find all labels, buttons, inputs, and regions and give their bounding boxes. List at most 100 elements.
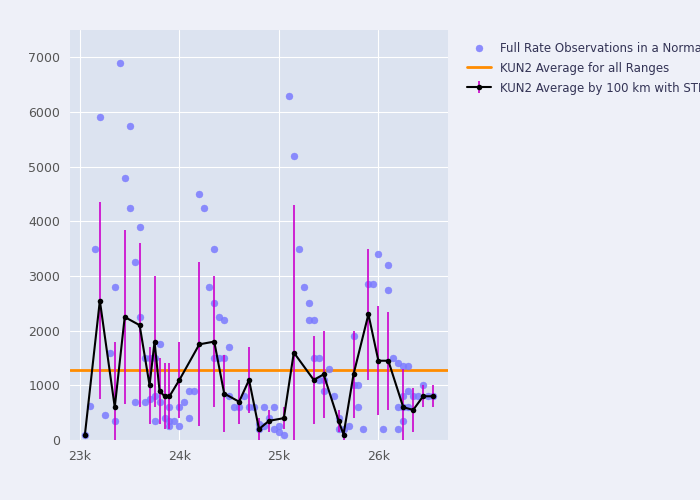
Full Rate Observations in a Normal Point — [209, 244, 220, 252]
Full Rate Observations in a Normal Point — [178, 398, 190, 406]
Full Rate Observations in a Normal Point — [144, 354, 155, 362]
Full Rate Observations in a Normal Point — [164, 417, 175, 425]
Full Rate Observations in a Normal Point — [124, 204, 135, 212]
Full Rate Observations in a Normal Point — [423, 392, 434, 400]
Full Rate Observations in a Normal Point — [134, 313, 145, 321]
Full Rate Observations in a Normal Point — [368, 280, 379, 288]
Full Rate Observations in a Normal Point — [149, 417, 160, 425]
Full Rate Observations in a Normal Point — [174, 403, 185, 411]
Full Rate Observations in a Normal Point — [164, 422, 175, 430]
Full Rate Observations in a Normal Point — [402, 387, 414, 395]
Full Rate Observations in a Normal Point — [353, 382, 364, 390]
Full Rate Observations in a Normal Point — [288, 152, 300, 160]
Full Rate Observations in a Normal Point — [313, 354, 324, 362]
Full Rate Observations in a Normal Point — [348, 332, 359, 340]
Full Rate Observations in a Normal Point — [298, 283, 309, 291]
Full Rate Observations in a Normal Point — [383, 286, 394, 294]
Full Rate Observations in a Normal Point — [284, 92, 295, 100]
Full Rate Observations in a Normal Point — [402, 403, 414, 411]
Full Rate Observations in a Normal Point — [333, 425, 344, 433]
Full Rate Observations in a Normal Point — [323, 365, 334, 373]
Full Rate Observations in a Normal Point — [428, 392, 439, 400]
Full Rate Observations in a Normal Point — [398, 392, 409, 400]
Full Rate Observations in a Normal Point — [174, 422, 185, 430]
Full Rate Observations in a Normal Point — [253, 420, 265, 428]
Full Rate Observations in a Normal Point — [308, 354, 319, 362]
Full Rate Observations in a Normal Point — [417, 382, 428, 390]
Full Rate Observations in a Normal Point — [218, 316, 230, 324]
Legend: Full Rate Observations in a Normal Point, KUN2 Average for all Ranges, KUN2 Aver: Full Rate Observations in a Normal Point… — [461, 36, 700, 101]
Full Rate Observations in a Normal Point — [124, 122, 135, 130]
Full Rate Observations in a Normal Point — [214, 313, 225, 321]
Full Rate Observations in a Normal Point — [303, 316, 314, 324]
Full Rate Observations in a Normal Point — [109, 417, 120, 425]
Full Rate Observations in a Normal Point — [218, 354, 230, 362]
Full Rate Observations in a Normal Point — [228, 403, 239, 411]
Full Rate Observations in a Normal Point — [398, 362, 409, 370]
Full Rate Observations in a Normal Point — [279, 430, 290, 438]
Full Rate Observations in a Normal Point — [134, 223, 145, 231]
Full Rate Observations in a Normal Point — [273, 428, 284, 436]
Full Rate Observations in a Normal Point — [412, 392, 423, 400]
Full Rate Observations in a Normal Point — [358, 425, 369, 433]
Full Rate Observations in a Normal Point — [184, 414, 195, 422]
Full Rate Observations in a Normal Point — [268, 425, 279, 433]
Full Rate Observations in a Normal Point — [383, 261, 394, 269]
Full Rate Observations in a Normal Point — [129, 258, 140, 266]
Full Rate Observations in a Normal Point — [119, 174, 130, 182]
Full Rate Observations in a Normal Point — [223, 343, 235, 351]
Full Rate Observations in a Normal Point — [398, 417, 409, 425]
Full Rate Observations in a Normal Point — [144, 395, 155, 403]
Full Rate Observations in a Normal Point — [407, 392, 419, 400]
Full Rate Observations in a Normal Point — [154, 340, 165, 348]
Full Rate Observations in a Normal Point — [393, 425, 404, 433]
Full Rate Observations in a Normal Point — [333, 414, 344, 422]
Full Rate Observations in a Normal Point — [129, 398, 140, 406]
Full Rate Observations in a Normal Point — [214, 354, 225, 362]
Full Rate Observations in a Normal Point — [373, 250, 384, 258]
Full Rate Observations in a Normal Point — [328, 392, 339, 400]
Full Rate Observations in a Normal Point — [239, 392, 250, 400]
Full Rate Observations in a Normal Point — [164, 403, 175, 411]
Full Rate Observations in a Normal Point — [258, 422, 270, 430]
Full Rate Observations in a Normal Point — [84, 402, 95, 410]
Full Rate Observations in a Normal Point — [99, 412, 111, 420]
Full Rate Observations in a Normal Point — [223, 392, 235, 400]
Full Rate Observations in a Normal Point — [393, 360, 404, 368]
Full Rate Observations in a Normal Point — [378, 425, 389, 433]
Full Rate Observations in a Normal Point — [90, 244, 101, 252]
Full Rate Observations in a Normal Point — [348, 382, 359, 390]
Full Rate Observations in a Normal Point — [234, 403, 245, 411]
Full Rate Observations in a Normal Point — [139, 354, 150, 362]
Full Rate Observations in a Normal Point — [318, 376, 329, 384]
Full Rate Observations in a Normal Point — [268, 403, 279, 411]
Full Rate Observations in a Normal Point — [154, 398, 165, 406]
Full Rate Observations in a Normal Point — [393, 403, 404, 411]
Full Rate Observations in a Normal Point — [273, 422, 284, 430]
Full Rate Observations in a Normal Point — [109, 283, 120, 291]
Full Rate Observations in a Normal Point — [184, 387, 195, 395]
Full Rate Observations in a Normal Point — [209, 354, 220, 362]
Full Rate Observations in a Normal Point — [114, 59, 125, 67]
Full Rate Observations in a Normal Point — [79, 430, 90, 438]
Full Rate Observations in a Normal Point — [388, 354, 399, 362]
Full Rate Observations in a Normal Point — [318, 387, 329, 395]
Full Rate Observations in a Normal Point — [199, 204, 210, 212]
Full Rate Observations in a Normal Point — [253, 425, 265, 433]
Full Rate Observations in a Normal Point — [363, 280, 374, 288]
Full Rate Observations in a Normal Point — [343, 422, 354, 430]
Full Rate Observations in a Normal Point — [293, 244, 304, 252]
Full Rate Observations in a Normal Point — [204, 283, 215, 291]
Full Rate Observations in a Normal Point — [104, 348, 116, 356]
Full Rate Observations in a Normal Point — [258, 403, 270, 411]
Full Rate Observations in a Normal Point — [338, 425, 349, 433]
Full Rate Observations in a Normal Point — [263, 414, 274, 422]
Full Rate Observations in a Normal Point — [308, 316, 319, 324]
Full Rate Observations in a Normal Point — [139, 398, 150, 406]
Full Rate Observations in a Normal Point — [303, 300, 314, 308]
Full Rate Observations in a Normal Point — [353, 403, 364, 411]
Full Rate Observations in a Normal Point — [209, 300, 220, 308]
Full Rate Observations in a Normal Point — [149, 392, 160, 400]
Full Rate Observations in a Normal Point — [402, 362, 414, 370]
Full Rate Observations in a Normal Point — [248, 403, 260, 411]
